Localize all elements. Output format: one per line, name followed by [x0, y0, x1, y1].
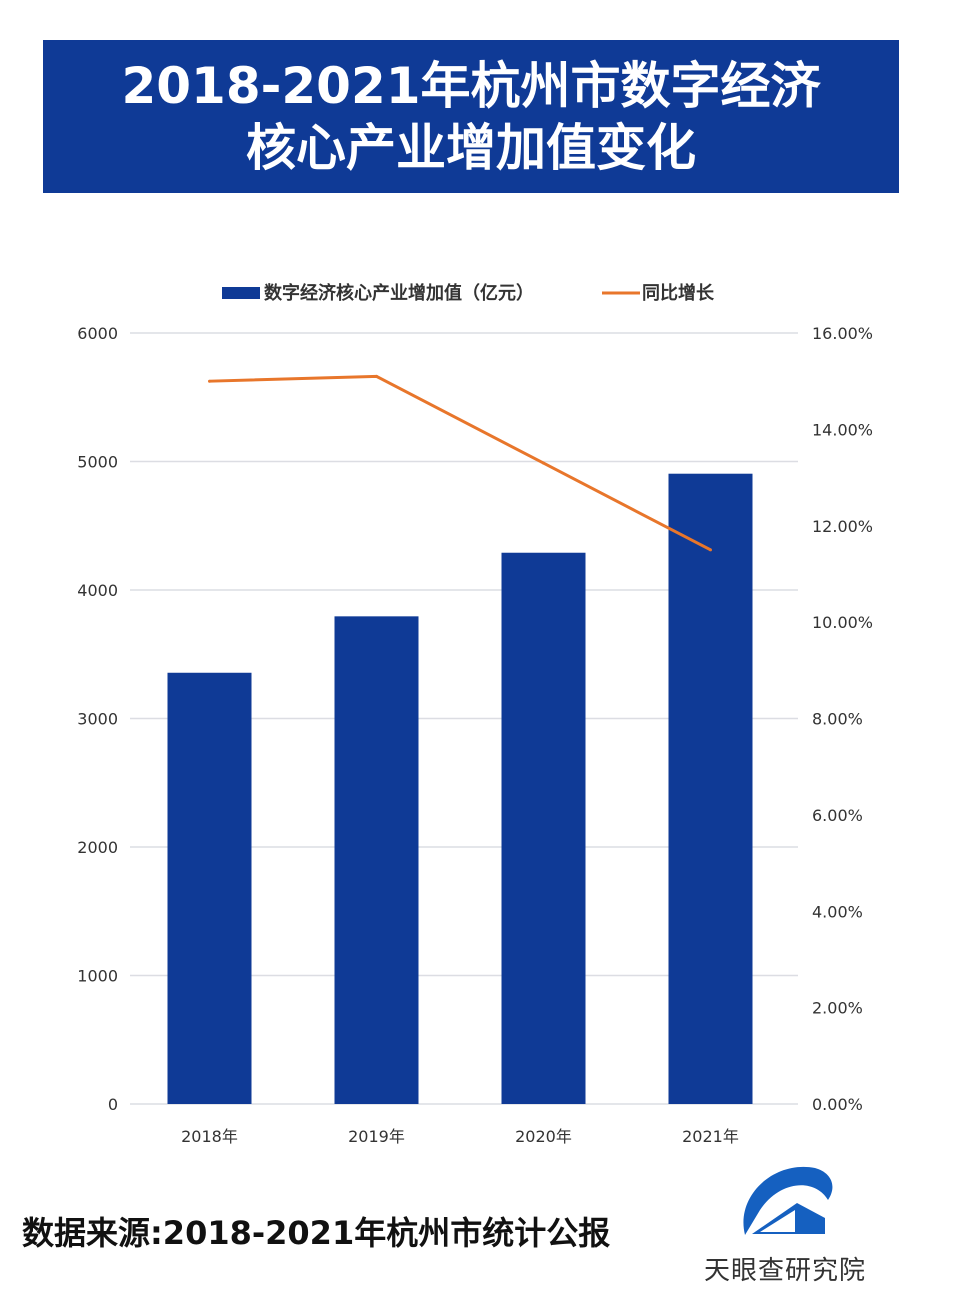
y-right-tick-label: 8.00% — [812, 710, 863, 729]
legend-bar-label: 数字经济核心产业增加值（亿元） — [264, 282, 534, 304]
y-right-tick-label: 12.00% — [812, 517, 873, 536]
growth-point — [375, 374, 378, 378]
y-right-tick-label: 10.00% — [812, 613, 873, 632]
y-left-tick-label: 6000 — [77, 324, 118, 343]
x-tick-label: 2020年 — [515, 1127, 572, 1146]
y-left-tick-label: 3000 — [77, 710, 118, 729]
chart-title: 2018-2021年杭州市数字经济 核心产业增加值变化 — [43, 40, 899, 193]
x-tick-label: 2019年 — [348, 1127, 405, 1146]
title-line-2: 核心产业增加值变化 — [246, 118, 696, 177]
y-left-tick-label: 0 — [108, 1095, 118, 1114]
growth-point — [709, 548, 712, 552]
bar — [334, 616, 419, 1104]
y-right-tick-label: 0.00% — [812, 1095, 863, 1114]
y-right-tick-label: 16.00% — [812, 324, 873, 343]
growth-line — [209, 374, 712, 552]
y-left-tick-label: 1000 — [77, 967, 118, 986]
legend-line-label: 同比增长 — [642, 282, 715, 304]
y-right-tick-label: 14.00% — [812, 420, 873, 439]
legend-bar-swatch — [222, 287, 260, 299]
y-left-tick-label: 5000 — [77, 453, 118, 472]
growth-point — [208, 379, 211, 383]
y-right-tick-label: 4.00% — [812, 902, 863, 921]
bar — [167, 672, 252, 1104]
data-source: 数据来源:2018-2021年杭州市统计公报 — [22, 1214, 611, 1252]
y-left-tick-label: 2000 — [77, 838, 118, 857]
growth-point — [542, 461, 545, 465]
bar — [501, 552, 586, 1104]
title-line-1: 2018-2021年杭州市数字经济 — [121, 56, 821, 115]
logo-text: 天眼查研究院 — [704, 1256, 867, 1286]
y-right-tick-label: 6.00% — [812, 806, 863, 825]
y-right-tick-label: 2.00% — [812, 999, 863, 1018]
x-tick-label: 2018年 — [181, 1127, 238, 1146]
y-left-tick-label: 4000 — [77, 581, 118, 600]
x-tick-label: 2021年 — [682, 1127, 739, 1146]
bar — [668, 473, 753, 1104]
legend: 数字经济核心产业增加值（亿元） 同比增长 — [222, 282, 715, 304]
